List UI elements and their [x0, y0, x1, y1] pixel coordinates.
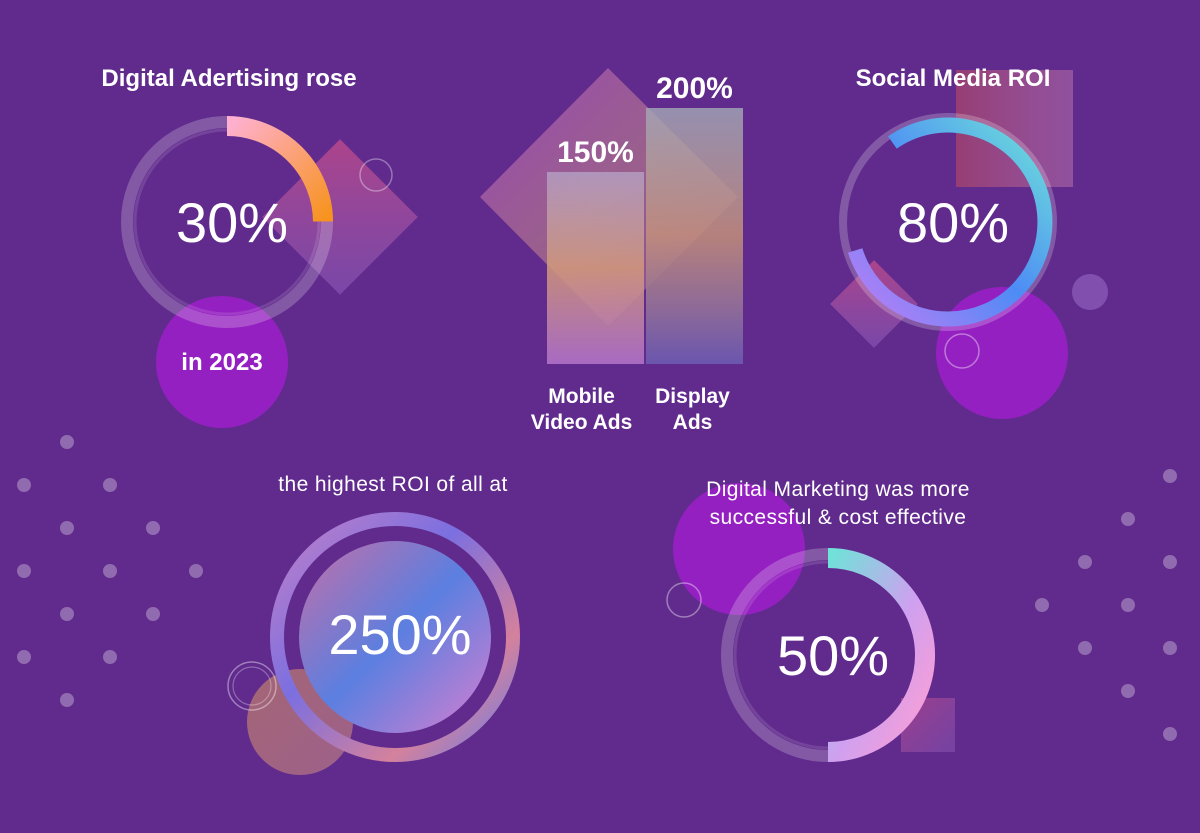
ad-growth-value: 30%	[176, 191, 288, 254]
decor-dot	[1163, 555, 1177, 569]
decor-dot	[103, 478, 117, 492]
decor-dot	[146, 521, 160, 535]
decor-dot	[1163, 727, 1177, 741]
bar-category-label: Video Ads	[531, 411, 633, 434]
decor-dot	[60, 607, 74, 621]
marketing-note-line1: Digital Marketing was more	[706, 478, 970, 501]
ad-growth-sub: in 2023	[181, 349, 262, 376]
decor-ring	[232, 666, 272, 706]
decor-dot	[17, 564, 31, 578]
bar-value-label: 150%	[557, 136, 634, 169]
social-value: 80%	[897, 191, 1009, 254]
highest-outer-ring	[270, 512, 520, 762]
decor-dot	[103, 564, 117, 578]
social-progress-arc	[848, 117, 1053, 327]
decor-dot	[1121, 598, 1135, 612]
social-heading: Social Media ROI	[856, 65, 1051, 92]
bar	[646, 108, 743, 364]
highest-value: 250%	[328, 603, 471, 666]
decor-dot	[60, 521, 74, 535]
decor-dot	[1163, 641, 1177, 655]
decor-dot	[1121, 684, 1135, 698]
bar	[547, 172, 644, 364]
decor-dot	[1078, 641, 1092, 655]
ad-growth-inner-ring	[133, 128, 321, 316]
decor-dot	[1072, 274, 1108, 310]
bar-category-label: Display	[655, 385, 730, 408]
highest-note: the highest ROI of all at	[278, 473, 507, 496]
decor-ring	[666, 582, 702, 618]
decor-dot	[60, 693, 74, 707]
decor-dot	[1163, 469, 1177, 483]
decor-dot	[103, 650, 117, 664]
social-track	[839, 113, 1057, 331]
dot-grid	[17, 435, 1177, 741]
decor-ring	[359, 158, 393, 192]
marketing-progress-arc	[827, 548, 935, 762]
ad-growth-heading: Digital Adertising rose	[101, 65, 356, 92]
decor-dot	[189, 564, 203, 578]
decor-ring	[944, 333, 980, 369]
ad-growth-progress-arc	[226, 116, 333, 222]
marketing-note-line2: successful & cost effective	[710, 506, 967, 529]
marketing-value: 50%	[777, 624, 889, 687]
decor-dot	[1035, 598, 1049, 612]
bar-category-label: Mobile	[548, 385, 615, 408]
decor-square	[830, 260, 918, 348]
bar-category-label: Ads	[673, 411, 713, 434]
decor-dot	[1078, 555, 1092, 569]
bar-value-label: 200%	[656, 72, 733, 105]
blob-circle	[156, 296, 288, 428]
decor-dot	[1121, 512, 1135, 526]
decor-dot	[60, 435, 74, 449]
decor-dot	[146, 607, 160, 621]
blob-circle	[673, 483, 805, 615]
decor-dot	[17, 650, 31, 664]
bar-chart: 150% Mobile Video Ads 200% Display Ads	[531, 72, 743, 434]
decor-dot	[17, 478, 31, 492]
decor-ring	[227, 661, 277, 711]
highest-disc	[299, 541, 491, 733]
